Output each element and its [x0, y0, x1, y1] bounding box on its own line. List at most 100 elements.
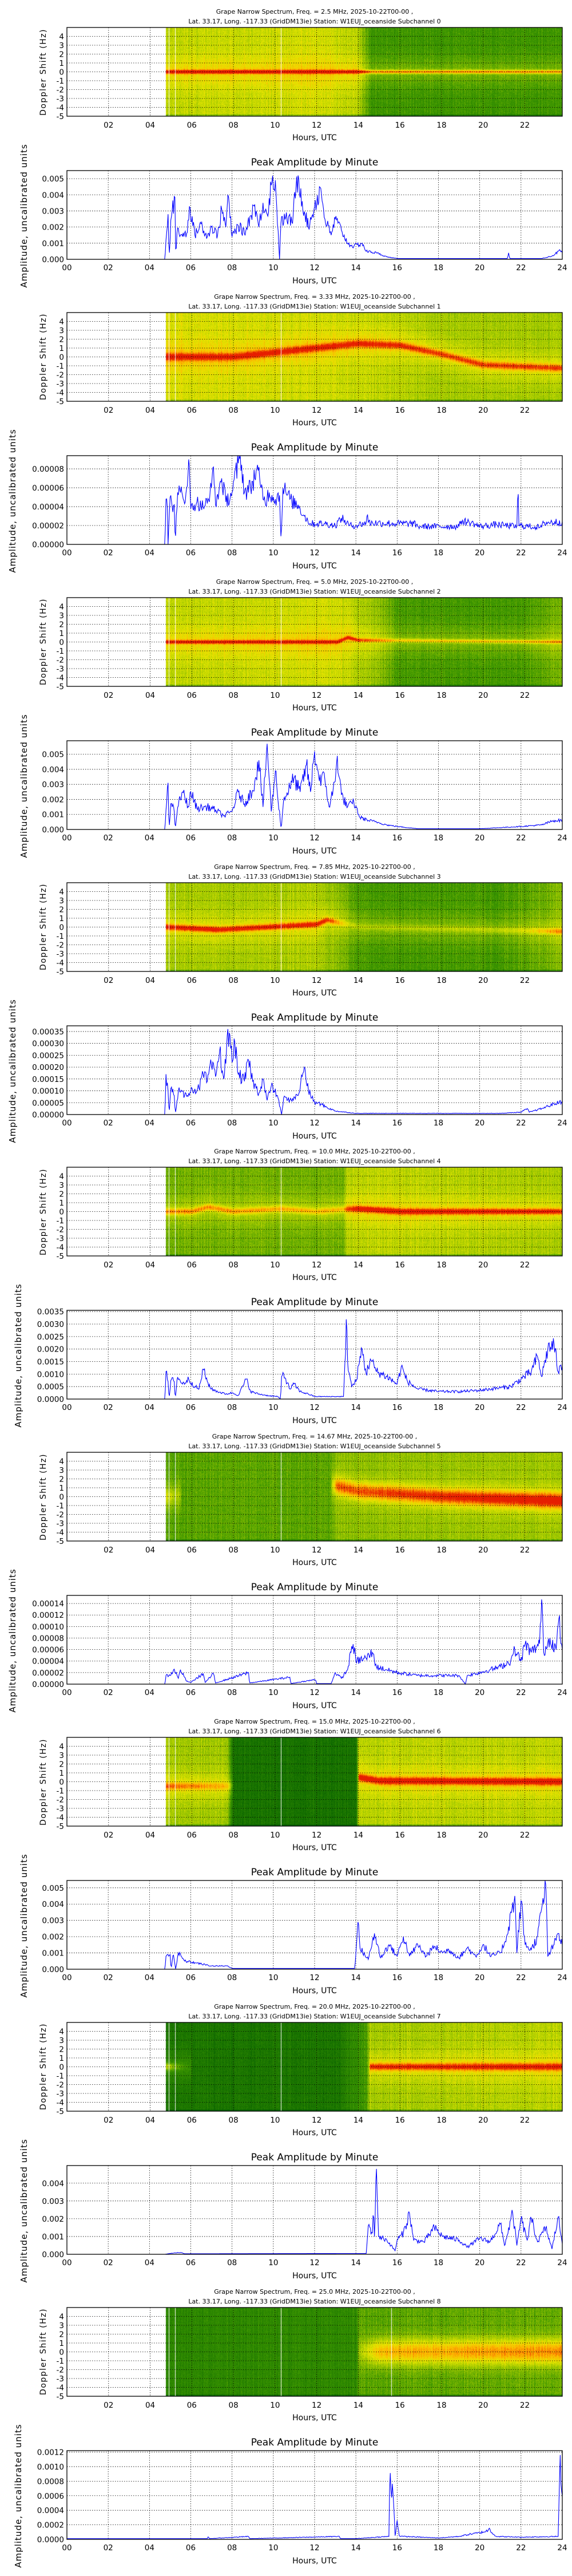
spectrogram-ytick-label: 3 [59, 2321, 64, 2330]
spectrogram-xlabel: Hours, UTC [292, 703, 337, 713]
amplitude-xtick-label: 24 [557, 833, 567, 843]
amplitude-xtick-label: 04 [145, 1403, 154, 1412]
amplitude-xtick-label: 16 [392, 1119, 402, 1128]
spectrogram-ytick-label: -2 [57, 655, 64, 665]
amplitude-ytick-label: 0.003 [42, 207, 64, 216]
spectrogram-title-line1: Grape Narrow Spectrum, Freq. = 15.0 MHz,… [214, 1718, 415, 1726]
amplitude-xtick-label: 08 [227, 1403, 237, 1412]
amplitude-xtick-label: 18 [434, 2543, 443, 2553]
spectrogram-xtick-label: 22 [520, 1261, 530, 1270]
spectrogram-ytick-label: 1 [59, 914, 64, 923]
spectrogram-xlabel: Hours, UTC [292, 988, 337, 998]
spectrogram-xtick-label: 18 [436, 406, 446, 415]
amplitude-ytick-label: 0.00008 [32, 1634, 64, 1643]
spectrogram-ytick-label: 4 [59, 1743, 64, 1752]
spectrogram-xtick-label: 10 [270, 976, 280, 985]
spectrogram-xtick-label: 16 [395, 1261, 405, 1270]
spectrogram-ytick-label: 0 [59, 923, 64, 932]
spectrogram-xtick-label: 20 [478, 2401, 488, 2410]
amplitude-xtick-label: 02 [104, 1403, 113, 1412]
spectrogram-ytick-label: -1 [57, 362, 64, 371]
amplitude-xtick-label: 08 [227, 2543, 237, 2553]
amplitude-xtick-label: 02 [104, 1973, 113, 1982]
spectrogram-xtick-label: 20 [478, 1546, 488, 1555]
amplitude-ytick-label: 0.0000 [37, 2535, 64, 2545]
amplitude-xtick-label: 24 [557, 2543, 567, 2553]
spectrogram-ytick-label: -4 [57, 1528, 64, 1538]
amplitude-ytick-label: 0.0000 [37, 1395, 64, 1404]
spectrogram-title-line2: Lat. 33.17, Long. -117.33 (GridDM13ie) S… [188, 18, 441, 25]
spectrogram-xtick-label: 04 [145, 1261, 155, 1270]
spectrogram-xtick-label: 08 [228, 406, 238, 415]
amplitude-xtick-label: 06 [186, 833, 196, 843]
spectrogram-xtick-label: 22 [520, 2116, 530, 2125]
amplitude-xtick-label: 08 [227, 2258, 237, 2267]
spectrogram-ytick-label: -1 [57, 77, 64, 86]
spectrogram-frame [66, 1737, 563, 1827]
spectrogram-xtick-label: 18 [436, 976, 446, 985]
spectrogram-xtick-label: 20 [478, 406, 488, 415]
channel-panel: Grape Narrow Spectrum, Freq. = 25.0 MHz,… [0, 2280, 572, 2568]
spectrogram-ytick-label: 1 [59, 2054, 64, 2063]
amplitude-title: Peak Amplitude by Minute [251, 1582, 379, 1594]
amplitude-ytick-label: 0.00005 [32, 1099, 64, 1108]
amplitude-ytick-label: 0.00000 [32, 1111, 64, 1120]
spectrogram-xtick-label: 12 [312, 121, 321, 130]
amplitude-xlabel: Hours, UTC [292, 2271, 337, 2281]
spectrogram-ylabel: Doppler Shift (Hz) [39, 1738, 48, 1826]
spectrogram-xtick-label: 08 [228, 691, 238, 700]
amplitude-xtick-label: 16 [392, 833, 402, 843]
spectrogram-xtick-label: 14 [353, 1831, 363, 1840]
amplitude-title: Peak Amplitude by Minute [251, 726, 379, 738]
spectrogram-xtick-label: 22 [520, 2401, 530, 2410]
spectrogram-ytick-label: -5 [57, 1252, 64, 1261]
amplitude-xtick-label: 08 [227, 548, 237, 558]
amplitude-xtick-label: 04 [145, 2543, 154, 2553]
amplitude-xtick-label: 14 [351, 263, 361, 272]
amplitude-xtick-label: 08 [227, 1973, 237, 1982]
amplitude-xtick-label: 12 [309, 263, 319, 272]
amplitude-xtick-label: 08 [227, 1119, 237, 1128]
amplitude-xtick-label: 24 [557, 1403, 567, 1412]
amplitude-xtick-label: 24 [557, 1688, 567, 1697]
amplitude-xtick-label: 16 [392, 1403, 402, 1412]
spectrogram-ytick-label: -3 [57, 950, 64, 959]
spectrogram-xlabel: Hours, UTC [292, 2128, 337, 2138]
spectrogram-xtick-label: 10 [270, 1261, 280, 1270]
amplitude-ytick-label: 0.0004 [37, 2506, 64, 2515]
spectrogram-ytick-label: 3 [59, 896, 64, 906]
amplitude-xtick-label: 22 [516, 263, 526, 272]
amplitude-xtick-label: 08 [227, 833, 237, 843]
spectrogram-ytick-label: -4 [57, 388, 64, 397]
spectrogram-xtick-label: 22 [520, 691, 530, 700]
amplitude-xtick-label: 02 [104, 833, 113, 843]
spectrogram-xtick-label: 10 [270, 121, 280, 130]
spectrogram-ytick-label: 2 [59, 620, 64, 629]
amplitude-frame [66, 1310, 563, 1400]
spectrogram-xtick-label: 18 [436, 121, 446, 130]
amplitude-ytick-label: 0.003 [42, 1917, 64, 1926]
amplitude-xtick-label: 12 [309, 2543, 319, 2553]
spectrogram-ytick-label: -5 [57, 1822, 64, 1831]
spectrogram-xtick-label: 22 [520, 976, 530, 985]
amplitude-xlabel: Hours, UTC [292, 1131, 337, 1141]
amplitude-ylabel: Amplitude, uncalibrated units [7, 1568, 18, 1713]
amplitude-title: Peak Amplitude by Minute [251, 441, 379, 453]
amplitude-xtick-label: 10 [268, 1403, 278, 1412]
spectrogram-xtick-label: 22 [520, 121, 530, 130]
spectrogram-title-line1: Grape Narrow Spectrum, Freq. = 2.5 MHz, … [216, 8, 414, 15]
spectrogram-xtick-label: 18 [436, 1261, 446, 1270]
spectrogram-xtick-label: 16 [395, 1831, 405, 1840]
spectrogram-xtick-label: 14 [353, 976, 363, 985]
spectrogram-xtick-label: 02 [104, 406, 113, 415]
spectrogram-ytick-label: -3 [57, 380, 64, 389]
spectrogram-frame [66, 1452, 563, 1542]
spectrogram-ytick-label: -1 [57, 1502, 64, 1511]
spectrogram-xtick-label: 08 [228, 2401, 238, 2410]
amplitude-xtick-label: 10 [268, 263, 278, 272]
spectrogram-ytick-label: 1 [59, 629, 64, 638]
spectrogram-xlabel: Hours, UTC [292, 418, 337, 428]
spectrogram-xtick-label: 22 [520, 406, 530, 415]
amplitude-title: Peak Amplitude by Minute [251, 1867, 379, 1879]
